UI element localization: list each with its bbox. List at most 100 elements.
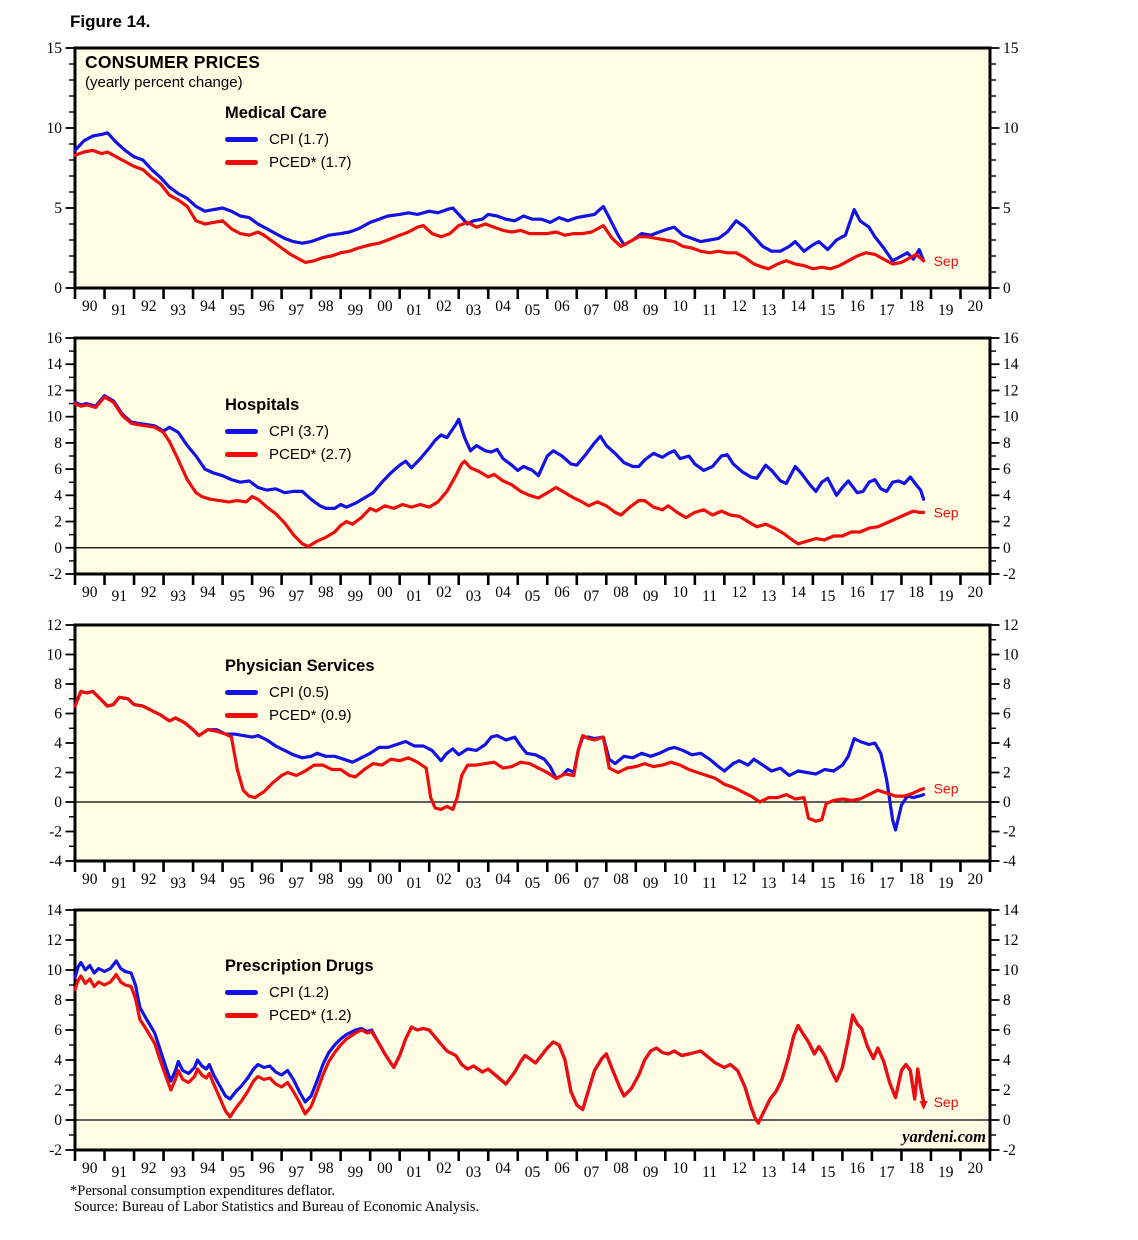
x-axis-year-label: 92	[141, 298, 157, 315]
x-axis-year-label: 10	[672, 298, 688, 315]
plot-area	[73, 623, 992, 863]
x-axis-year-label: 14	[790, 871, 806, 888]
y-axis-label-right: 16	[1003, 330, 1019, 347]
cpi-line-swatch	[225, 990, 258, 995]
y-axis-label-right: 10	[1003, 647, 1019, 664]
x-axis-year-label: 18	[908, 298, 924, 315]
footnote-deflator: *Personal consumption expenditures defla…	[70, 1183, 335, 1199]
cpi-line	[73, 131, 926, 263]
panel-title-prescription-drugs: Prescription Drugs	[225, 957, 374, 975]
series-end-arrow	[919, 1101, 928, 1110]
plot-area	[73, 46, 992, 290]
chart-subtitle: (yearly percent change)	[85, 74, 243, 91]
x-axis-year-label: 20	[967, 584, 983, 601]
y-axis-label-left: 4	[54, 1052, 62, 1069]
sep-label: Sep	[934, 253, 959, 269]
legend-label-cpi: CPI (1.7)	[269, 131, 330, 148]
x-axis-year-label: 16	[849, 1160, 865, 1177]
y-axis-label-left: 8	[54, 992, 62, 1009]
x-axis-year-label: 94	[200, 871, 216, 888]
y-axis-label-right: 6	[1003, 461, 1011, 478]
pced-line-swatch	[225, 1013, 258, 1018]
y-axis-label-right: 0	[1003, 794, 1011, 811]
x-axis-year-label: 02	[436, 298, 452, 315]
x-axis-year-label: 09	[643, 1164, 659, 1181]
pced-line	[73, 148, 926, 271]
y-axis-label-left: 10	[47, 409, 63, 426]
x-axis-year-label: 17	[879, 1164, 895, 1181]
x-axis-year-label: 17	[879, 588, 895, 605]
panel-title-medical-care: Medical Care	[225, 104, 327, 122]
x-axis-year-label: 01	[407, 875, 423, 892]
cpi-line	[73, 394, 926, 510]
cpi-line-swatch	[225, 690, 258, 695]
x-axis-year-label: 07	[584, 1164, 600, 1181]
x-axis-year-label: 93	[171, 588, 187, 605]
x-axis-year-label: 01	[407, 302, 423, 319]
y-axis-label-right: 2	[1003, 1082, 1011, 1099]
x-axis-year-label: 13	[761, 302, 777, 319]
x-axis-year-label: 98	[318, 298, 334, 315]
x-axis-year-label: 05	[525, 302, 541, 319]
y-axis-label-right: -2	[1003, 824, 1016, 841]
x-axis-year-label: 94	[200, 1160, 216, 1177]
x-axis-year-label: 97	[289, 875, 305, 892]
x-axis-year-label: 99	[348, 875, 364, 892]
x-axis-year-label: 03	[466, 302, 482, 319]
x-axis-year-label: 90	[82, 1160, 98, 1177]
x-axis-year-label: 01	[407, 1164, 423, 1181]
plot-area	[73, 336, 992, 576]
x-axis-year-label: 94	[200, 584, 216, 601]
y-axis-label-right: 15	[1003, 40, 1019, 57]
sep-label: Sep	[934, 1094, 959, 1110]
y-axis-label-right: 4	[1003, 1052, 1011, 1069]
x-axis-year-label: 15	[820, 875, 836, 892]
x-axis-year-label: 19	[938, 1164, 954, 1181]
x-axis-year-label: 02	[436, 871, 452, 888]
legend-label-pced: PCED* (1.2)	[269, 1007, 352, 1024]
y-axis-label-left: 10	[47, 962, 63, 979]
x-axis-year-label: 04	[495, 871, 511, 888]
x-axis-year-label: 17	[879, 302, 895, 319]
x-axis-year-label: 99	[348, 588, 364, 605]
x-axis-year-label: 91	[112, 875, 128, 892]
y-axis-label-left: 8	[54, 676, 62, 693]
y-axis-label-left: -2	[49, 566, 62, 583]
x-axis-year-label: 02	[436, 584, 452, 601]
x-axis-year-label: 19	[938, 302, 954, 319]
x-axis-year-label: 99	[348, 302, 364, 319]
x-axis-year-label: 08	[613, 1160, 629, 1177]
y-axis-label-left: 16	[47, 330, 63, 347]
x-axis-year-label: 92	[141, 584, 157, 601]
y-axis-label-right: 6	[1003, 706, 1011, 723]
legend-row-cpi: CPI (3.7)	[225, 420, 352, 443]
x-axis-year-label: 05	[525, 588, 541, 605]
x-axis-year-label: 09	[643, 875, 659, 892]
x-axis-year-label: 03	[466, 1164, 482, 1181]
y-axis-label-left: 8	[54, 435, 62, 452]
chart-title: CONSUMER PRICES	[85, 52, 261, 72]
y-axis-label-right: -2	[1003, 1142, 1016, 1159]
y-axis-label-right: 2	[1003, 765, 1011, 782]
y-axis-label-left: 14	[47, 356, 63, 373]
y-axis-label-left: 12	[47, 932, 63, 949]
y-axis-label-left: 0	[54, 1112, 62, 1129]
x-axis-year-label: 90	[82, 584, 98, 601]
pced-line-swatch	[225, 713, 258, 718]
y-axis-label-right: 12	[1003, 617, 1019, 634]
x-axis-year-label: 12	[731, 298, 747, 315]
x-axis-year-label: 06	[554, 871, 570, 888]
y-axis-label-right: 5	[1003, 200, 1011, 217]
legend-label-pced: PCED* (0.9)	[269, 707, 352, 724]
y-axis-label-left: 2	[54, 514, 62, 531]
x-axis-year-label: 13	[761, 1164, 777, 1181]
y-axis-label-right: 12	[1003, 932, 1019, 949]
y-axis-label-right: 8	[1003, 435, 1011, 452]
y-axis-label-right: 4	[1003, 487, 1011, 504]
legend-label-cpi: CPI (3.7)	[269, 423, 330, 440]
x-axis-year-label: 11	[702, 875, 717, 892]
x-axis-year-label: 99	[348, 1164, 364, 1181]
x-axis-year-label: 95	[230, 588, 246, 605]
y-axis-label-left: 0	[54, 280, 62, 297]
